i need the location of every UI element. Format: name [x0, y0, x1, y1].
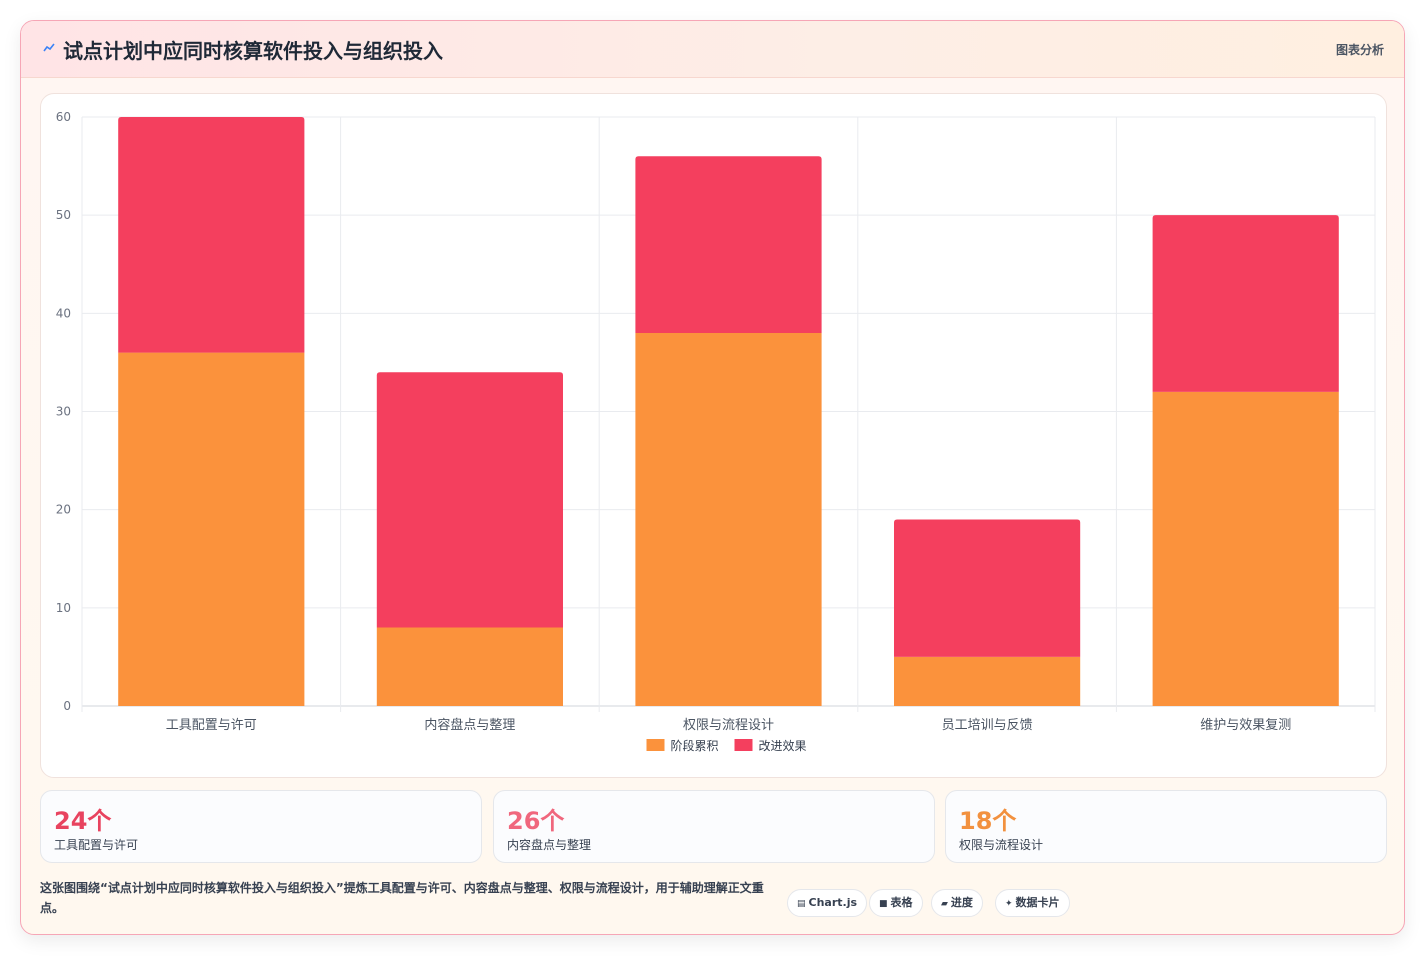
x-tick-label: 员工培训与反馈 [942, 717, 1033, 733]
chart-analysis-tag: 图表分析 [1335, 43, 1384, 57]
y-tick-label: 0 [63, 699, 71, 713]
bar-segment-1 [376, 627, 563, 706]
y-tick-label: 30 [56, 405, 71, 419]
stat-card-3: 18个 权限与流程设计 [945, 790, 1387, 863]
sparkle-icon: ✦ [1005, 899, 1013, 909]
chip-progress[interactable]: ▰ 进度 [931, 889, 983, 917]
x-tick-label: 权限与流程设计 [683, 717, 774, 733]
bar-segment-1 [1152, 391, 1339, 706]
legend-swatch [646, 739, 665, 751]
x-tick-label: 内容盘点与整理 [424, 717, 515, 733]
chart-container: 0 10 20 30 40 50 60 工具配置与许可 内容盘点与整理 权限与流程设计 员工培训与反… [40, 93, 1387, 778]
page-title: 试点计划中应同时核算软件投入与组织投入 [63, 39, 443, 63]
bar-segment-2 [1152, 215, 1339, 392]
legend-label: 改进效果 [759, 738, 807, 753]
chip-chartjs[interactable]: ▤ Chart.js [787, 889, 868, 917]
y-tick-label: 10 [56, 601, 71, 615]
stat-value: 26个 [507, 807, 565, 835]
trend-icon [43, 43, 55, 52]
y-tick-label: 60 [56, 110, 71, 124]
stacked-bar-chart: 0 10 20 30 40 50 60 工具配置与许可 内容盘点与整理 权限与流程设计 员工培训与反… [56, 110, 1376, 753]
stat-value: 24个 [54, 807, 112, 835]
y-tick-label: 50 [56, 208, 71, 222]
chip-table[interactable]: ■ 表格 [869, 889, 923, 917]
legend-label: 阶段累积 [671, 738, 719, 753]
chip-label: 进度 [950, 896, 973, 909]
x-tick-label: 工具配置与许可 [166, 718, 257, 733]
footer-note: 这张图围绕“试点计划中应同时核算软件投入与组织投入”提炼工具配置与许可、内容盘点… [40, 881, 764, 915]
chip-label: 数据卡片 [1015, 896, 1060, 909]
chart-icon: ▤ [797, 899, 806, 909]
stat-value: 18个 [959, 807, 1017, 835]
stat-card-2: 26个 内容盘点与整理 [493, 790, 935, 863]
progress-icon: ▰ [941, 899, 948, 909]
stat-label: 权限与流程设计 [959, 838, 1044, 852]
card-header: 试点计划中应同时核算软件投入与组织投入 图表分析 [21, 21, 1404, 78]
bar-segment-2 [376, 372, 563, 628]
stat-label: 内容盘点与整理 [507, 838, 592, 852]
bar-segment-2 [118, 117, 305, 353]
bar-segment-1 [635, 332, 822, 706]
y-tick-label: 40 [56, 306, 71, 320]
stat-card-1: 24个 工具配置与许可 [40, 790, 482, 863]
chip-label: 表格 [890, 896, 913, 909]
bar-segment-2 [894, 519, 1081, 657]
bar-segment-1 [118, 352, 305, 706]
table-icon: ■ [879, 899, 888, 909]
y-tick-label: 20 [56, 503, 71, 517]
chip-data-card[interactable]: ✦ 数据卡片 [995, 889, 1070, 917]
chart-card: 试点计划中应同时核算软件投入与组织投入 图表分析 0 10 20 30 40 50 60 工具… [20, 20, 1405, 935]
stat-label: 工具配置与许可 [54, 838, 139, 852]
bar-segment-1 [894, 656, 1081, 706]
legend-swatch [734, 739, 753, 751]
x-tick-label: 维护与效果复测 [1200, 718, 1291, 733]
bar-segment-2 [635, 156, 822, 333]
chip-label: Chart.js [808, 896, 858, 909]
